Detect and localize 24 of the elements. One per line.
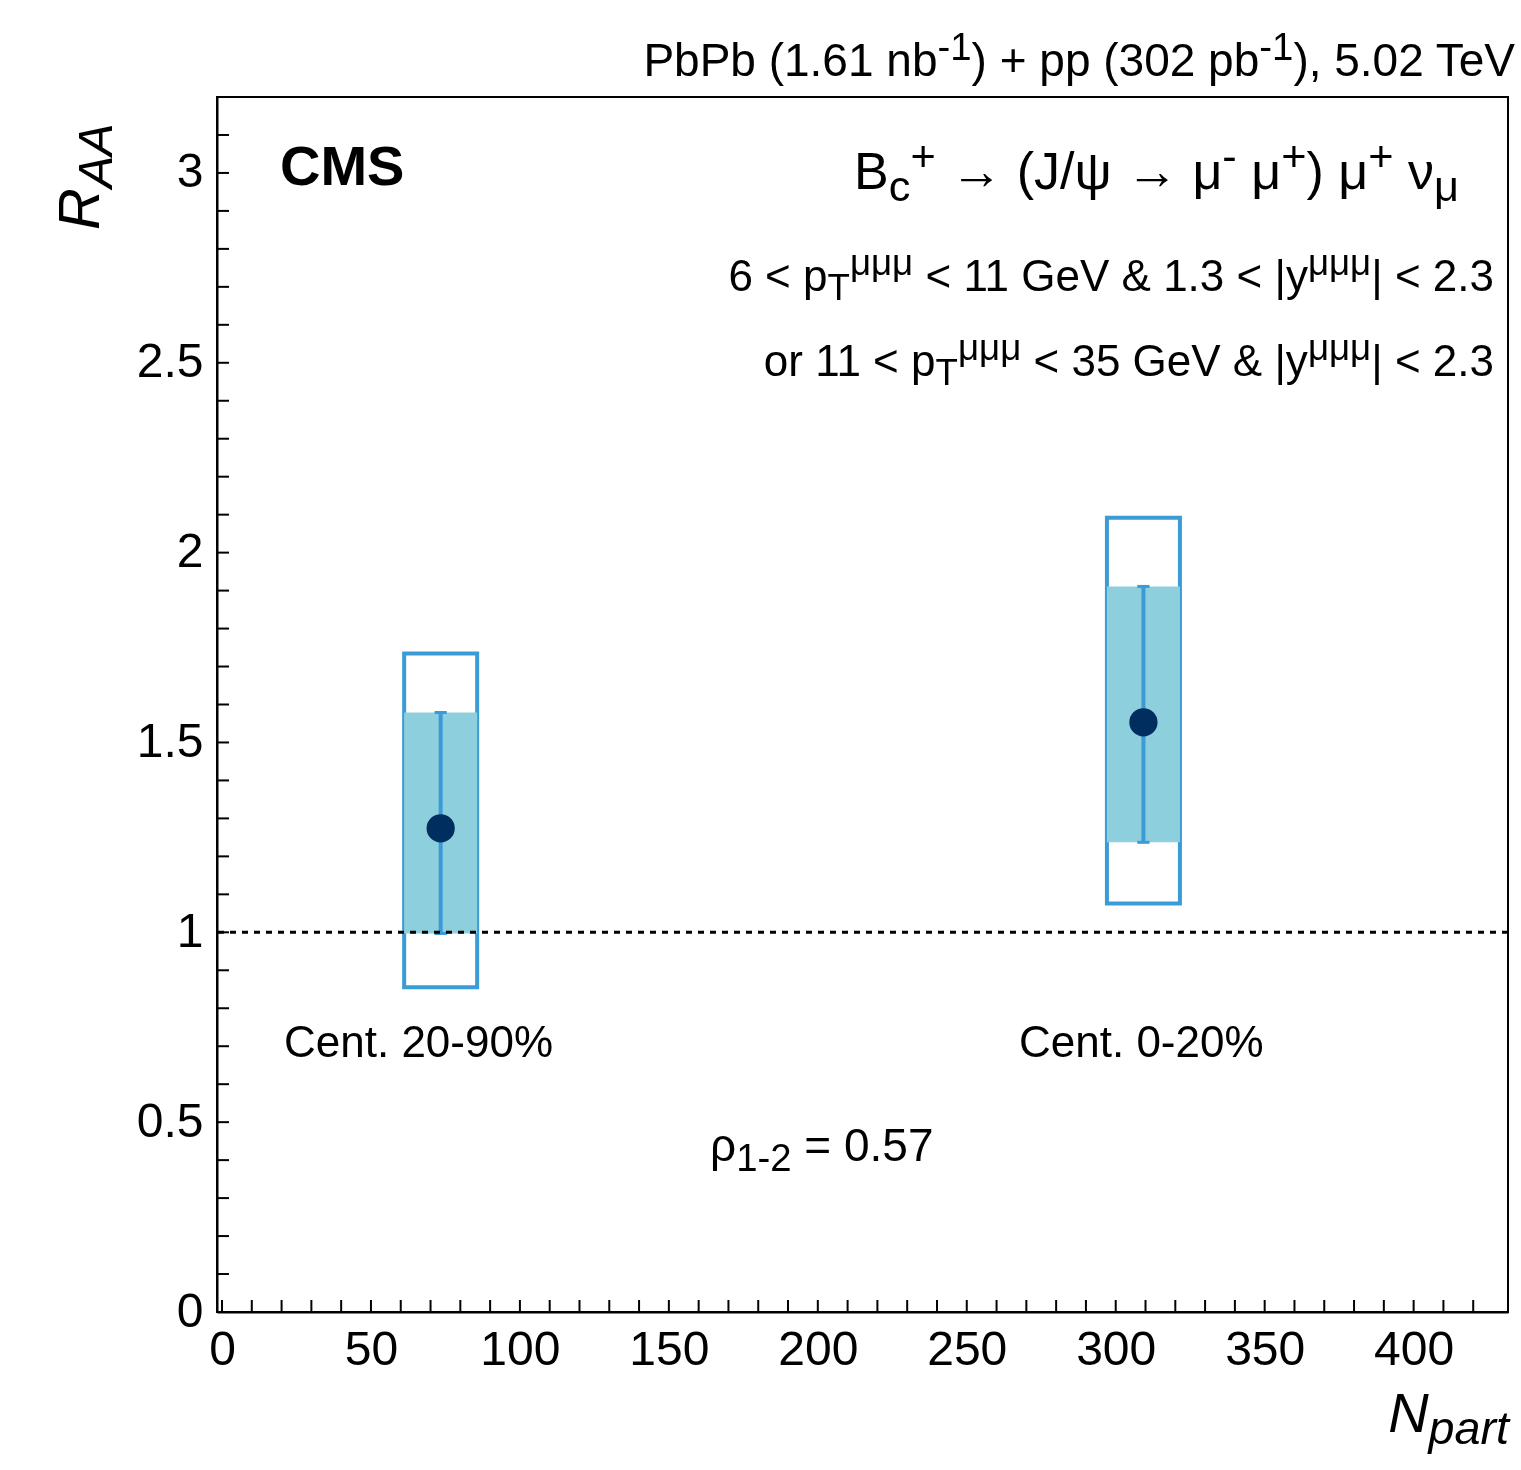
annotation: Cent. 20-90% — [284, 1017, 554, 1066]
annotation: CMS — [280, 134, 405, 197]
chart-title: PbPb (1.61 nb$^{-1}$) + pp (302 pb$^{-1}$), 5.02 TeV — [643, 25, 1515, 87]
x-axis-title: N$_{part}$ — [1388, 1381, 1509, 1455]
x-tick-label: 300 — [1076, 1321, 1157, 1375]
x-tick-label: 50 — [344, 1321, 399, 1375]
y-tick-label: 3 — [176, 144, 204, 198]
x-tick-label: 400 — [1374, 1321, 1455, 1375]
y-tick-label: 2.5 — [136, 334, 204, 388]
x-tick-label: 100 — [480, 1321, 561, 1375]
annotation: 6 < p$_{T}$$^{μμμ}$ < 11 GeV & 1.3 < |y$^{μμμ}$| < 2.3 — [728, 242, 1494, 309]
x-tick-label: 200 — [778, 1321, 859, 1375]
text: B$_{c}$$^{+}$ → (J/ψ → μ$^{-}$ μ$^{+}$) μ$^{+}$ ν$_{μ}$ — [854, 132, 1459, 210]
y-tick-label: 0.5 — [136, 1093, 204, 1147]
y-tick-label: 2 — [176, 524, 204, 578]
annotation: Cent. 0-20% — [1019, 1017, 1264, 1066]
annotation: ρ$_{1-2}$ = 0.57 — [710, 1119, 934, 1180]
y-tick-label: 1.5 — [136, 713, 204, 767]
y-tick-label: 1 — [176, 903, 204, 957]
x-tick-label: 350 — [1225, 1321, 1306, 1375]
annotation: or 11 < p$_{T}$$^{μμμ}$ < 35 GeV & |y$^{μμμ}$| < 2.3 — [763, 327, 1494, 394]
y-tick-label: 0 — [176, 1283, 204, 1337]
x-tick-label: 250 — [927, 1321, 1008, 1375]
x-tick-label: 150 — [629, 1321, 710, 1375]
